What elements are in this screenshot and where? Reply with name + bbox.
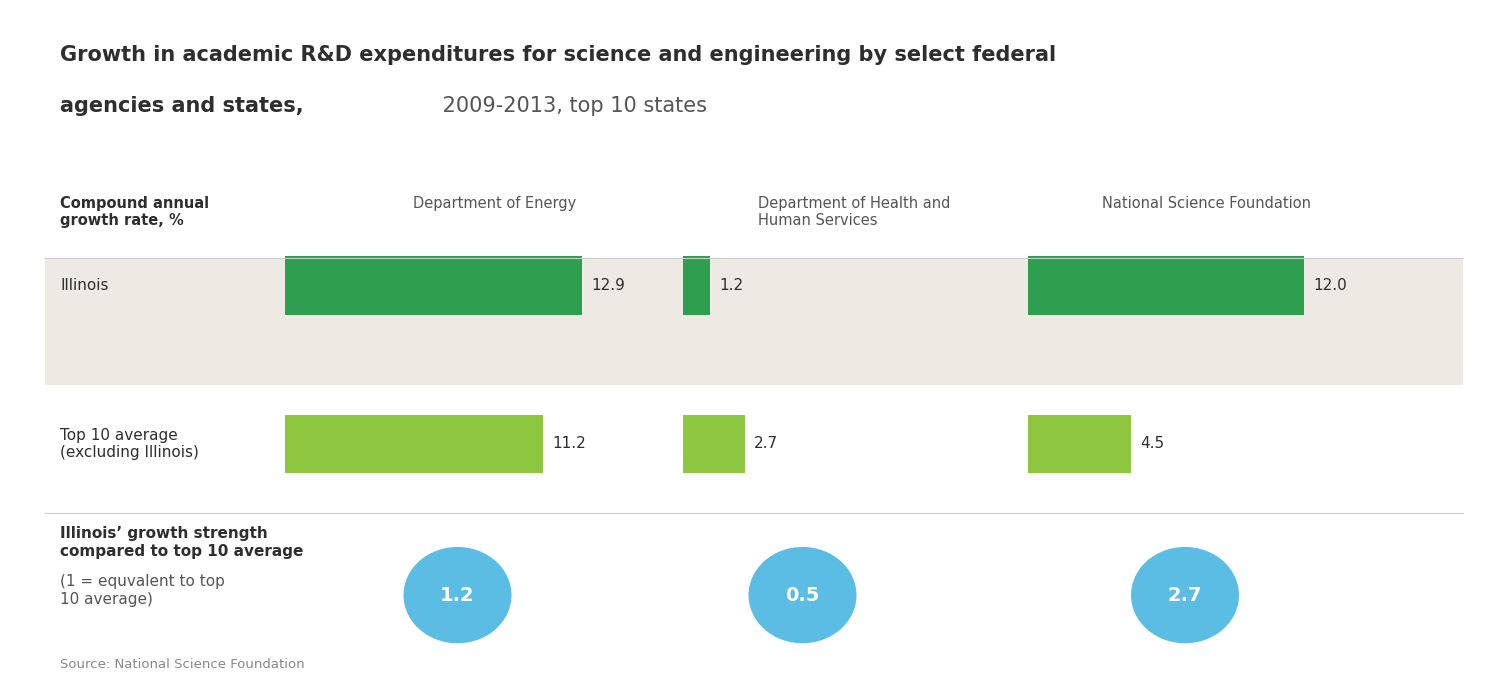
Text: 12.9: 12.9 — [591, 278, 626, 293]
Text: 2.7: 2.7 — [1167, 585, 1203, 605]
FancyBboxPatch shape — [285, 257, 582, 315]
Text: 2.7: 2.7 — [753, 436, 778, 451]
Text: Growth in academic R&D expenditures for science and engineering by select federa: Growth in academic R&D expenditures for … — [60, 45, 1056, 65]
Text: 1.2: 1.2 — [440, 585, 476, 605]
FancyBboxPatch shape — [285, 414, 543, 473]
FancyBboxPatch shape — [45, 258, 1462, 385]
Text: 1.2: 1.2 — [718, 278, 744, 293]
Ellipse shape — [1131, 547, 1239, 643]
Text: (1 = equvalent to top
10 average): (1 = equvalent to top 10 average) — [60, 574, 225, 607]
Text: Source: National Science Foundation: Source: National Science Foundation — [60, 658, 304, 671]
Text: Top 10 average
(excluding Illinois): Top 10 average (excluding Illinois) — [60, 427, 200, 460]
Text: Department of Health and
Human Services: Department of Health and Human Services — [758, 196, 950, 228]
Text: Illinois: Illinois — [60, 278, 108, 293]
Text: agencies and states,: agencies and states, — [60, 96, 303, 116]
Text: Compound annual
growth rate, %: Compound annual growth rate, % — [60, 196, 208, 228]
Text: Department of Energy: Department of Energy — [413, 196, 576, 211]
Text: Illinois’ growth strength
compared to top 10 average: Illinois’ growth strength compared to to… — [60, 526, 303, 559]
Text: National Science Foundation: National Science Foundation — [1102, 196, 1311, 211]
Text: 11.2: 11.2 — [552, 436, 585, 451]
Ellipse shape — [404, 547, 512, 643]
Ellipse shape — [748, 547, 856, 643]
Text: 0.5: 0.5 — [786, 585, 819, 605]
FancyBboxPatch shape — [1028, 257, 1304, 315]
Text: 2009-2013, top 10 states: 2009-2013, top 10 states — [436, 96, 708, 116]
FancyBboxPatch shape — [682, 257, 709, 315]
Text: 4.5: 4.5 — [1140, 436, 1164, 451]
FancyBboxPatch shape — [682, 414, 744, 473]
FancyBboxPatch shape — [1028, 414, 1131, 473]
Text: 12.0: 12.0 — [1312, 278, 1347, 293]
